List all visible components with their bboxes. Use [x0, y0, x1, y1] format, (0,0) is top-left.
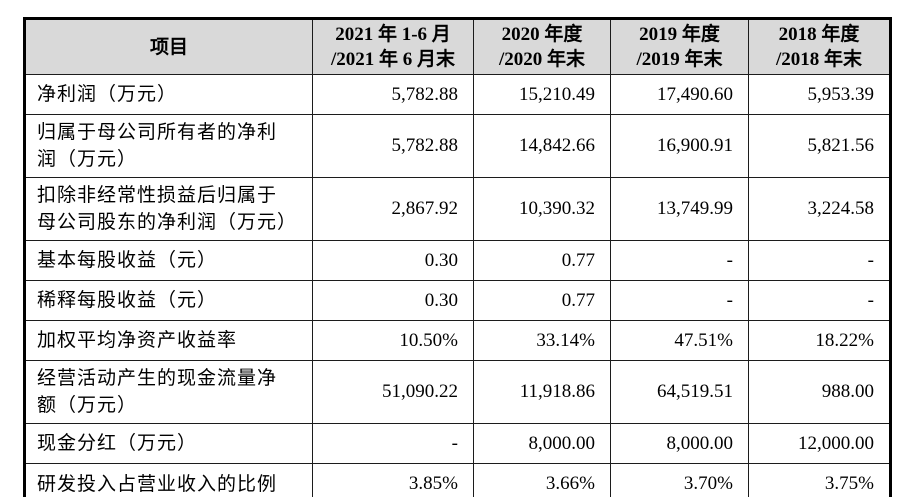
- cell-value: -: [748, 240, 892, 281]
- cell-value: -: [610, 240, 749, 281]
- table-row-basic-eps: 基本每股收益（元） 0.30 0.77 - -: [23, 240, 892, 281]
- table-row-deducted-net-profit: 扣除非经常性损益后归属于母公司股东的净利润（万元） 2,867.92 10,39…: [23, 177, 892, 241]
- cell-value: 3.75%: [748, 463, 892, 497]
- row-label: 归属于母公司所有者的净利润（万元）: [23, 114, 313, 178]
- cell-value: -: [610, 280, 749, 321]
- table-header-row: 项目 2021 年 1-6 月 /2021 年 6 月末 2020 年度 /20…: [23, 17, 892, 75]
- cell-value: 5,782.88: [312, 74, 474, 115]
- cell-value: 12,000.00: [748, 423, 892, 464]
- cell-value: 13,749.99: [610, 177, 749, 241]
- table-row-net-profit: 净利润（万元） 5,782.88 15,210.49 17,490.60 5,9…: [23, 74, 892, 115]
- cell-value: 2,867.92: [312, 177, 474, 241]
- cell-value: 3,224.58: [748, 177, 892, 241]
- cell-value: -: [312, 423, 474, 464]
- cell-value: 5,821.56: [748, 114, 892, 178]
- row-label: 经营活动产生的现金流量净额（万元）: [23, 360, 313, 424]
- cell-value: 5,782.88: [312, 114, 474, 178]
- table-row-cash-dividend: 现金分红（万元） - 8,000.00 8,000.00 12,000.00: [23, 423, 892, 464]
- cell-value: 16,900.91: [610, 114, 749, 178]
- cell-value: 47.51%: [610, 320, 749, 361]
- header-period-2019: 2019 年度 /2019 年末: [610, 17, 749, 75]
- cell-value: 0.77: [473, 280, 611, 321]
- cell-value: 10.50%: [312, 320, 474, 361]
- cell-value: 988.00: [748, 360, 892, 424]
- cell-value: 5,953.39: [748, 74, 892, 115]
- cell-value: 14,842.66: [473, 114, 611, 178]
- header-period-2018-line1: 2018 年度: [778, 24, 860, 45]
- table-row-operating-cash-flow: 经营活动产生的现金流量净额（万元） 51,090.22 11,918.86 64…: [23, 360, 892, 424]
- cell-value: 64,519.51: [610, 360, 749, 424]
- cell-value: 0.30: [312, 240, 474, 281]
- header-period-2019-line1: 2019 年度: [639, 24, 720, 45]
- row-label: 加权平均净资产收益率: [23, 320, 313, 361]
- header-period-2021: 2021 年 1-6 月 /2021 年 6 月末: [312, 17, 474, 75]
- row-label: 现金分红（万元）: [23, 423, 313, 464]
- header-period-2018: 2018 年度 /2018 年末: [748, 17, 892, 75]
- row-label: 扣除非经常性损益后归属于母公司股东的净利润（万元）: [23, 177, 313, 241]
- financial-summary-table: 项目 2021 年 1-6 月 /2021 年 6 月末 2020 年度 /20…: [23, 17, 892, 497]
- cell-value: 11,918.86: [473, 360, 611, 424]
- row-label: 净利润（万元）: [23, 74, 313, 115]
- cell-value: 15,210.49: [473, 74, 611, 115]
- cell-value: 51,090.22: [312, 360, 474, 424]
- table-row-diluted-eps: 稀释每股收益（元） 0.30 0.77 - -: [23, 280, 892, 321]
- cell-value: 3.66%: [473, 463, 611, 497]
- cell-value: 18.22%: [748, 320, 892, 361]
- cell-value: 17,490.60: [610, 74, 749, 115]
- table-row-rd-ratio: 研发投入占营业收入的比例 3.85% 3.66% 3.70% 3.75%: [23, 463, 892, 497]
- cell-value: -: [748, 280, 892, 321]
- row-label: 研发投入占营业收入的比例: [23, 463, 313, 497]
- cell-value: 3.85%: [312, 463, 474, 497]
- cell-value: 33.14%: [473, 320, 611, 361]
- cell-value: 10,390.32: [473, 177, 611, 241]
- cell-value: 8,000.00: [610, 423, 749, 464]
- cell-value: 0.30: [312, 280, 474, 321]
- table-row-weighted-roe: 加权平均净资产收益率 10.50% 33.14% 47.51% 18.22%: [23, 320, 892, 361]
- header-period-2019-line2: /2019 年末: [636, 49, 723, 70]
- header-period-2020-line2: /2020 年末: [498, 49, 586, 70]
- header-period-2020-line1: 2020 年度: [501, 24, 583, 45]
- header-period-2018-line2: /2018 年末: [775, 49, 863, 70]
- cell-value: 3.70%: [610, 463, 749, 497]
- row-label: 基本每股收益（元）: [23, 240, 313, 281]
- row-label: 稀释每股收益（元）: [23, 280, 313, 321]
- table-row-parent-net-profit: 归属于母公司所有者的净利润（万元） 5,782.88 14,842.66 16,…: [23, 114, 892, 178]
- cell-value: 0.77: [473, 240, 611, 281]
- header-item: 项目: [23, 17, 313, 75]
- header-period-2021-line2: /2021 年 6 月末: [330, 49, 456, 70]
- cell-value: 8,000.00: [473, 423, 611, 464]
- header-period-2021-line1: 2021 年 1-6 月: [335, 24, 451, 45]
- header-period-2020: 2020 年度 /2020 年末: [473, 17, 611, 75]
